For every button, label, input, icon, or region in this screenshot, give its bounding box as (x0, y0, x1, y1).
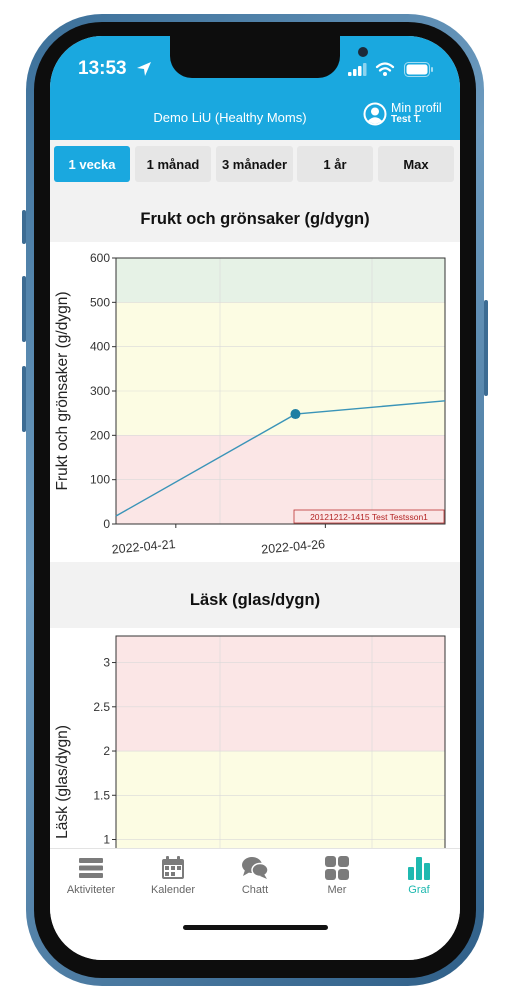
plot-frame (115, 635, 446, 848)
annotation-box (293, 509, 445, 524)
nav-label-chatt: Chatt (241, 884, 269, 896)
graph-scroll-area[interactable]: Frukt och grönsaker (g/dygn) 0 100 200 300 4… (50, 190, 460, 848)
y-axis-label: Läsk (glas/dygn) (54, 725, 71, 839)
x-tick-label: 2022-04-21 (111, 537, 176, 557)
y-tick-label: 2 (103, 744, 110, 758)
bar-chart-icon (408, 857, 430, 880)
profile-label: Min profil (391, 101, 442, 115)
grid-icon (325, 856, 349, 880)
nav-label-graf: Graf (408, 884, 430, 896)
nav-label-kalender: Kalender (150, 884, 196, 896)
status-bar: 13:53 (50, 36, 460, 100)
plot-frame (115, 257, 446, 525)
battery-icon (404, 62, 433, 77)
period-tabs: 1 vecka 1 månad 3 månader 1 år Max (50, 140, 460, 190)
nav-label-mer: Mer (327, 884, 347, 896)
power-button (484, 300, 488, 396)
y-tick-label: 0 (103, 517, 110, 531)
y-tick-label: 300 (90, 384, 110, 398)
y-axis-label: Frukt och grönsaker (g/dygn) (54, 291, 71, 490)
y-tick-label: 2.5 (93, 700, 110, 714)
calendar-icon (162, 856, 184, 879)
y-tick-label: 200 (90, 428, 110, 442)
tab-max[interactable]: Max (378, 146, 454, 182)
app-title: Demo LiU (Healthy Moms) (153, 110, 307, 125)
tab-3-manader[interactable]: 3 månader (216, 146, 293, 182)
x-tick-label: 2022-04-26 (261, 537, 326, 557)
status-time: 13:53 (78, 58, 127, 79)
chart-frukt-panel: 0 100 200 300 400 500 600 Frukt och grönsaker (… (50, 242, 460, 562)
volume-down-button (22, 366, 26, 432)
y-tick-label: 600 (90, 251, 110, 265)
profile-button[interactable]: Min profil Test T. (363, 102, 442, 126)
camera (358, 47, 368, 57)
y-tick-label: 1 (103, 833, 110, 847)
y-tick-label: 3 (103, 656, 110, 670)
y-tick-label: 400 (90, 340, 110, 354)
profile-user: Test T. (391, 114, 422, 125)
y-tick-label: 500 (90, 295, 110, 309)
chart-frukt: 0 100 200 300 400 500 600 Frukt och grönsaker (… (54, 251, 446, 557)
tab-1-manad[interactable]: 1 månad (135, 146, 211, 182)
volume-up-button (22, 276, 26, 342)
y-tick-label: 100 (90, 473, 110, 487)
nav-mer[interactable]: Mer (296, 855, 378, 896)
phone-screen: 13:53 Demo LiU (Healthy Moms) (50, 36, 460, 960)
nav-graf[interactable]: Graf (378, 855, 460, 896)
data-point-marker (290, 409, 301, 420)
tab-1-vecka[interactable]: 1 vecka (54, 146, 130, 182)
nav-kalender[interactable]: Kalender (132, 855, 214, 896)
signal-icon (348, 63, 367, 76)
nav-chatt[interactable]: Chatt (214, 855, 296, 896)
zone-yellow (116, 302, 445, 436)
silent-switch (22, 210, 26, 244)
chart-lask: 1 1.5 2 2.5 3 Läsk (glas/dygn) (54, 635, 446, 848)
app-header: Demo LiU (Healthy Moms) Min profil Test … (50, 100, 460, 140)
chart-title-frukt: Frukt och grönsaker (g/dygn) (140, 210, 370, 228)
user-avatar-icon (363, 102, 387, 126)
chat-icon (242, 857, 269, 879)
list-icon (79, 858, 103, 878)
notch (170, 36, 368, 78)
tab-1-ar[interactable]: 1 år (297, 146, 373, 182)
zone-green (116, 258, 445, 303)
bottom-navigation: Aktiviteter Kalender Ch (50, 848, 460, 960)
zone-yellow (116, 751, 445, 848)
nav-aktiviteter[interactable]: Aktiviteter (50, 855, 132, 896)
chart-lask-panel: 1 1.5 2 2.5 3 Läsk (glas/dygn) (50, 628, 460, 848)
home-indicator (183, 925, 328, 930)
chart-title-lask: Läsk (glas/dygn) (189, 591, 321, 609)
nav-label-aktiviteter: Aktiviteter (66, 884, 116, 896)
y-tick-label: 1.5 (93, 788, 110, 802)
location-arrow-icon (137, 62, 151, 76)
wifi-icon (375, 62, 395, 76)
annotation-label: 20121212-1415 Test Testsson1 (310, 512, 428, 522)
zone-red (116, 636, 445, 752)
